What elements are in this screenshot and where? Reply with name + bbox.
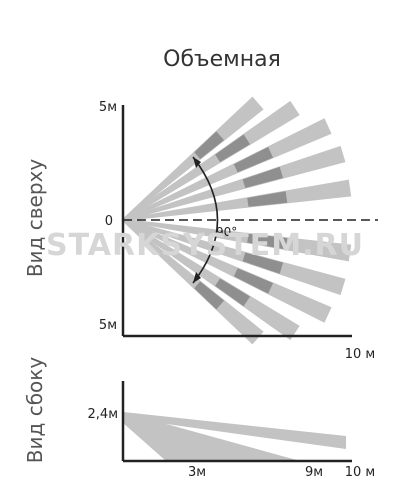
side-view-label: Вид сбоку xyxy=(23,357,47,464)
top-beam-7 xyxy=(122,218,346,296)
top-beam-8 xyxy=(122,218,332,323)
side-beam-near xyxy=(123,414,185,461)
top-beam-1 xyxy=(122,96,264,221)
top-beam-4 xyxy=(122,145,346,222)
top-beam-10-dense-zone xyxy=(194,281,225,310)
top-beam-4-dense-zone xyxy=(242,166,284,188)
top-beam-10 xyxy=(122,219,264,345)
top-beam-5-dense-zone xyxy=(247,191,288,207)
top-beam-1-dense-zone xyxy=(194,131,225,160)
top-beam-9-dense-zone xyxy=(215,278,251,307)
side-x-end-label: 10 м xyxy=(345,465,375,480)
top-beam-2 xyxy=(122,100,300,222)
top-beam-8-dense-zone xyxy=(233,268,274,294)
top-view-label: Вид сверху xyxy=(23,159,47,278)
y-center-label: 0 xyxy=(105,214,113,229)
watermark: STARKSYSTEM.RU xyxy=(46,228,364,263)
top-beam-6 xyxy=(122,218,352,262)
angle-label: 90° xyxy=(216,225,237,239)
top-beam-7-dense-zone xyxy=(242,252,284,274)
top-beam-9 xyxy=(122,218,300,341)
top-beam-3 xyxy=(122,118,332,222)
height-label: 2,4м xyxy=(88,407,118,422)
y-bottom-label: 5м xyxy=(99,318,117,333)
top-beam-2-dense-zone xyxy=(215,134,251,163)
top-beam-6-dense-zone xyxy=(247,233,288,250)
diagram-title: Объемная xyxy=(163,47,281,72)
x-near-label: 3м xyxy=(188,465,206,480)
y-top-label: 5м xyxy=(99,100,117,115)
arc-arrow-up-icon xyxy=(193,157,201,168)
top-beam-3-dense-zone xyxy=(233,147,274,173)
angle-arc xyxy=(192,156,219,284)
side-beam-far xyxy=(123,412,346,449)
top-beam-5 xyxy=(122,179,352,222)
x-mid-label: 9м xyxy=(305,465,323,480)
top-x-end-label: 10 м xyxy=(345,347,375,362)
top-view-beams xyxy=(122,96,352,345)
arc-arrow-down-icon xyxy=(193,272,201,283)
